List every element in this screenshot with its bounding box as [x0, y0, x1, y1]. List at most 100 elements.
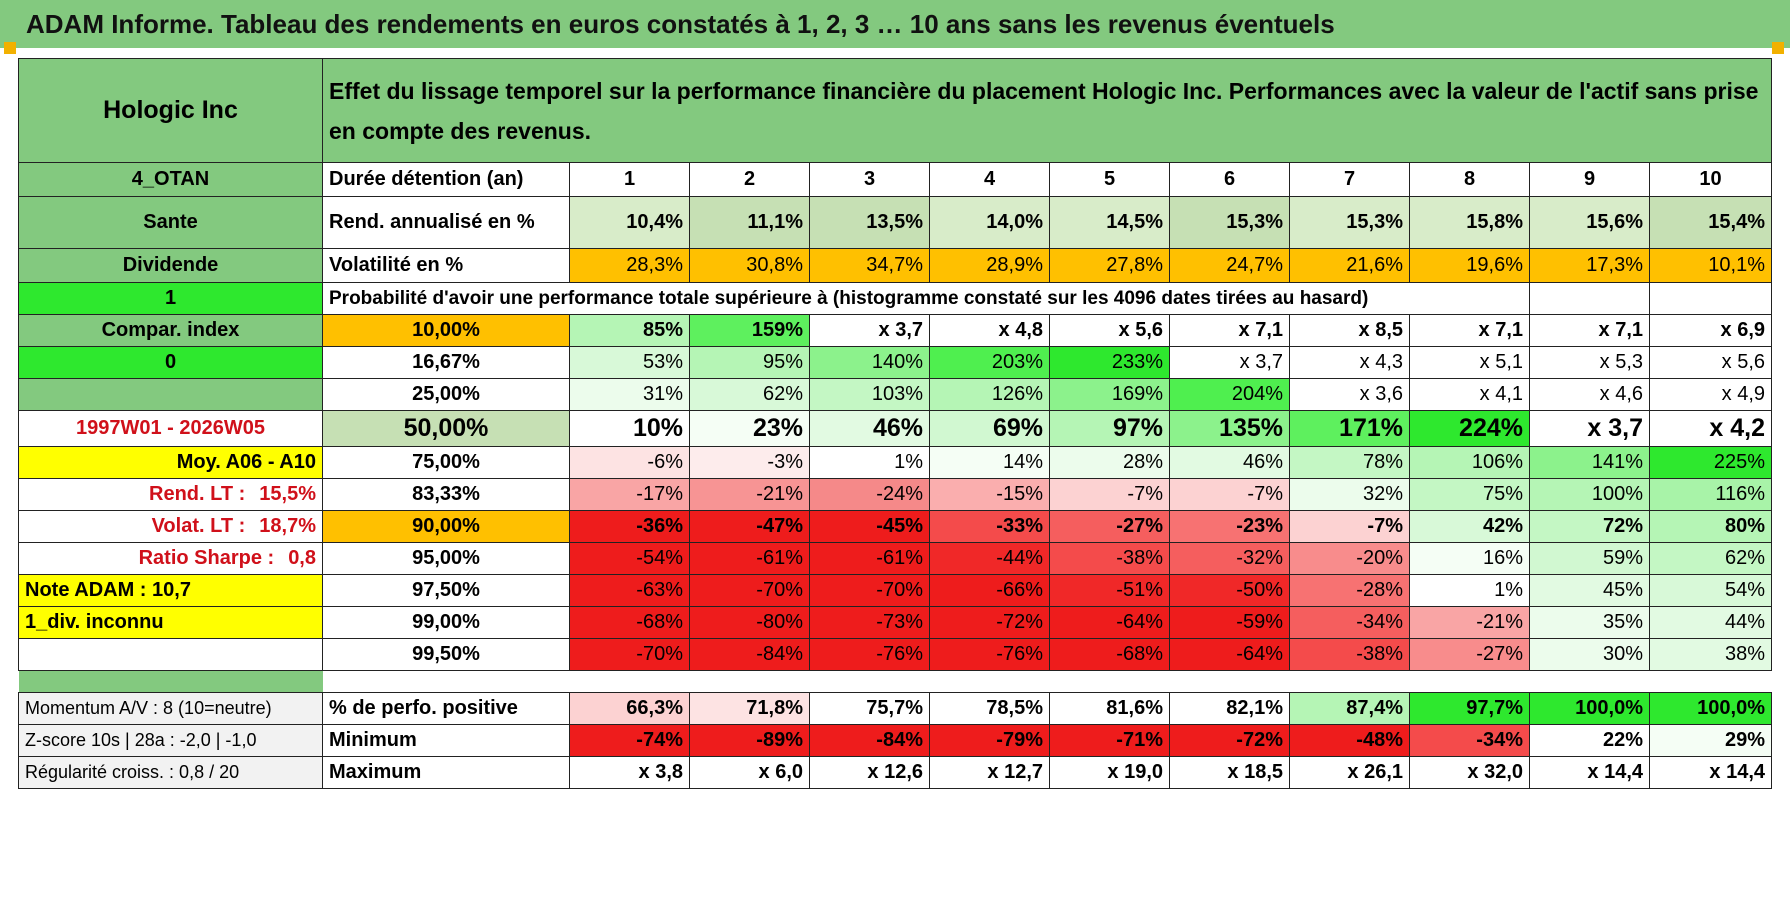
title-bar: ADAM Informe. Tableau des rendements en …	[0, 0, 1790, 48]
quantile-value-cell: -59%	[1169, 606, 1290, 639]
quantile-value-cell: -64%	[1169, 638, 1290, 671]
rendement-cell: 15,6%	[1529, 196, 1650, 249]
summary-value-cell: 81,6%	[1049, 692, 1170, 725]
quantile-value-cell: 95%	[689, 346, 810, 379]
quantile-row: 25,00% 31% 62% 103% 126% 169% 204% x 3,6 x 4,1 x …	[18, 378, 1773, 411]
summary-value-cell: -34%	[1409, 724, 1530, 757]
quantile-value-cell: 72%	[1529, 510, 1650, 543]
quantile-value-cell: 233%	[1049, 346, 1170, 379]
year-header-cell: 5	[1049, 162, 1170, 197]
quantile-value-cell: -7%	[1169, 478, 1290, 511]
quantile-value-cell: -28%	[1289, 574, 1410, 607]
quantile-value-cell: 140%	[809, 346, 930, 379]
div-inconnu-cell: 1_div. inconnu	[18, 606, 323, 639]
rendement-cell: 15,8%	[1409, 196, 1530, 249]
summary-value-cell: 75,7%	[809, 692, 930, 725]
summary-value-cell: 87,4%	[1289, 692, 1410, 725]
rendement-cell: 14,0%	[929, 196, 1050, 249]
quantile-value-cell: -66%	[929, 574, 1050, 607]
quantile-row: 1997W01 - 2026W05 50,00% 10% 23% 46% 69% 97% 13…	[18, 410, 1773, 447]
rendement-row: Sante Rend. annualisé en % 10,4% 11,1% 13,5%…	[18, 196, 1773, 249]
year-header-cell: 3	[809, 162, 930, 197]
code-cell: 4_OTAN	[18, 162, 323, 197]
probability-threshold-cell: 25,00%	[322, 378, 570, 411]
quantile-value-cell: x 7,1	[1169, 314, 1290, 347]
quantile-value-cell: 54%	[1648, 574, 1773, 607]
quantile-value-cell: 23%	[689, 410, 810, 447]
quantile-value-cell: -36%	[569, 510, 690, 543]
header-row: Hologic Inc Effet du lissage temporel sur…	[18, 58, 1773, 163]
quantile-value-cell: -50%	[1169, 574, 1290, 607]
summary-side-cell: Régularité croiss. : 0,8 / 20	[18, 756, 323, 789]
moy-cell: Moy. A06 - A10	[18, 446, 323, 479]
quantile-value-cell: 32%	[1289, 478, 1410, 511]
quantile-value-cell: x 4,3	[1289, 346, 1410, 379]
quantile-value-cell: x 8,5	[1289, 314, 1410, 347]
quantile-value-cell: -70%	[689, 574, 810, 607]
quantile-value-cell: -38%	[1289, 638, 1410, 671]
quantile-value-cell: 69%	[929, 410, 1050, 447]
quantile-value-cell: 46%	[809, 410, 930, 447]
summary-value-cell: x 3,8	[569, 756, 690, 789]
rendement-cell: 11,1%	[689, 196, 810, 249]
volatilite-cell: 24,7%	[1169, 248, 1290, 283]
quantile-row: 1_div. inconnu 99,00% -68% -80% -73% -72% -64%…	[18, 606, 1773, 639]
quantile-value-cell: x 4,8	[929, 314, 1050, 347]
duration-label: Durée détention (an)	[322, 162, 570, 197]
quantile-value-cell: x 7,1	[1409, 314, 1530, 347]
summary-row: Momentum A/V : 8 (10=neutre)% de perfo. …	[18, 692, 1773, 725]
quantile-value-cell: -24%	[809, 478, 930, 511]
quantile-value-cell: -3%	[689, 446, 810, 479]
quantile-value-cell: 103%	[809, 378, 930, 411]
period-cell: 1997W01 - 2026W05	[18, 410, 323, 447]
quantile-value-cell: 28%	[1049, 446, 1170, 479]
volatilite-cell: 28,9%	[929, 248, 1050, 283]
sector-cell: Sante	[18, 196, 323, 249]
quantile-value-cell: -70%	[569, 638, 690, 671]
summary-value-cell: x 32,0	[1409, 756, 1530, 789]
empty-side-cell	[18, 378, 323, 411]
summary-value-cell: x 19,0	[1049, 756, 1170, 789]
volatilite-cell: 34,7%	[809, 248, 930, 283]
quantile-value-cell: -20%	[1289, 542, 1410, 575]
duration-row: 4_OTAN Durée détention (an) 1 2 3 4 5 6 7 8 9 10	[18, 162, 1773, 197]
quantile-row: Ratio Sharpe :0,8 95,00% -54% -61% -61% -44% -…	[18, 542, 1773, 575]
volatilite-cell: 28,3%	[569, 248, 690, 283]
quantile-value-cell: x 5,6	[1049, 314, 1170, 347]
dividend-cell: Dividende	[18, 248, 323, 283]
quantile-value-cell: 135%	[1169, 410, 1290, 447]
quantile-value-cell: 224%	[1409, 410, 1530, 447]
volatilite-cell: 30,8%	[689, 248, 810, 283]
quantile-value-cell: -7%	[1049, 478, 1170, 511]
quantile-value-cell: -27%	[1049, 510, 1170, 543]
volatilite-cell: 10,1%	[1648, 248, 1773, 283]
year-header-cell: 4	[929, 162, 1050, 197]
quantile-value-cell: -64%	[1049, 606, 1170, 639]
rendement-label: Rend. annualisé en %	[322, 196, 570, 249]
summary-value-cell: 22%	[1529, 724, 1650, 757]
quantile-value-cell: x 4,2	[1648, 410, 1773, 447]
rendement-cell: 15,3%	[1289, 196, 1410, 249]
summary-label-cell: Maximum	[322, 756, 570, 789]
quantile-value-cell: x 3,6	[1289, 378, 1410, 411]
quantile-value-cell: x 3,7	[1169, 346, 1290, 379]
quantile-value-cell: 53%	[569, 346, 690, 379]
quantile-value-cell: 44%	[1648, 606, 1773, 639]
quantile-value-cell: 62%	[689, 378, 810, 411]
side-value: 0,8	[288, 547, 316, 569]
summary-value-cell: x 14,4	[1648, 756, 1773, 789]
quantile-value-cell: -21%	[1409, 606, 1530, 639]
quantile-value-cell: -63%	[569, 574, 690, 607]
quantile-value-cell: 106%	[1409, 446, 1530, 479]
quantile-row: Compar. index 10,00% 85% 159% x 3,7 x 4,8 x 5,…	[18, 314, 1773, 347]
quantile-value-cell: 1%	[809, 446, 930, 479]
volat-lt-cell: Volat. LT : 18,7%	[18, 510, 323, 543]
quantile-value-cell: 100%	[1529, 478, 1650, 511]
quantile-value-cell: 169%	[1049, 378, 1170, 411]
summary-value-cell: 71,8%	[689, 692, 810, 725]
side-value: 18,7%	[259, 515, 316, 537]
compar-index-cell: Compar. index	[18, 314, 323, 347]
selection-handle[interactable]	[4, 42, 16, 54]
quantile-value-cell: -34%	[1289, 606, 1410, 639]
selection-handle[interactable]	[1772, 42, 1784, 54]
